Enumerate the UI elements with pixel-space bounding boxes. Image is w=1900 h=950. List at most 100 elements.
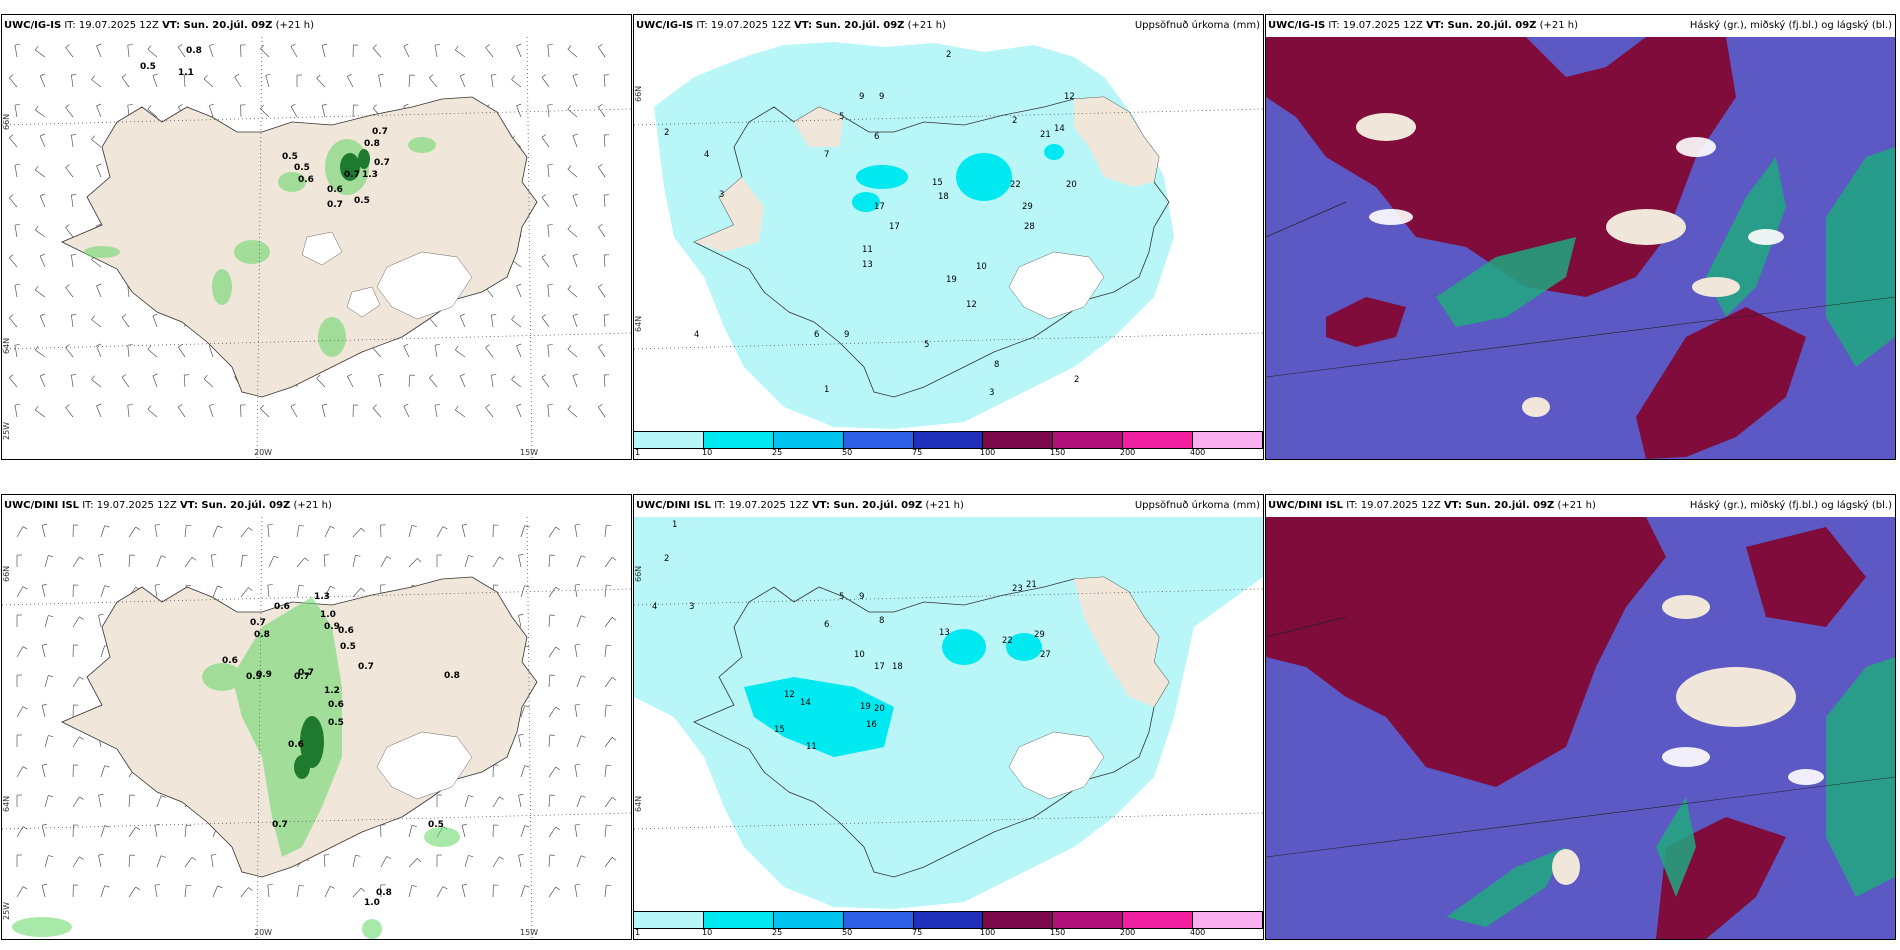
wind-barb-flag [468,555,474,558]
wind-barb [567,349,578,358]
precip-value: 4 [694,330,699,340]
precip-value: 5 [839,112,844,122]
wind-barb [96,105,102,118]
wind-barb-flag [14,403,20,406]
wind-barb [72,736,80,748]
model-name: UWC/DINI ISL [1268,500,1344,511]
legend-tick: 75 [912,448,923,457]
wind-barb [100,585,106,598]
wind-barb-flag [516,43,522,47]
legend-bar [634,431,1263,449]
precip-value: 21 [1026,580,1037,590]
wind-barb [347,376,354,388]
wind-barb [14,285,18,298]
wind-barb-flag [91,135,95,140]
wind-barb-flag [455,345,459,351]
wind-barb [39,255,46,268]
precip-value: 11 [862,245,873,255]
wind-barb-flag [574,703,580,706]
wind-barb-flag [98,793,104,796]
precip-value: 1.3 [362,170,378,180]
model-name: UWC/IG-IS [1268,20,1326,31]
cloud-map [1266,37,1895,459]
wind-barb-flag [611,737,617,741]
wind-barb [96,45,102,58]
wind-barb-flag [217,885,223,889]
wind-barb-flag [42,883,48,886]
wind-barb [91,319,102,328]
wind-barb-flag [39,133,45,137]
wind-barb-flag [65,104,70,108]
wind-barb-flag [22,646,28,650]
wind-barb [9,197,18,208]
wind-barb-flag [71,134,77,136]
clear-land [1552,595,1796,885]
wind-barb-flag [79,556,84,560]
wind-barb-flag [14,163,20,166]
wind-barb [547,165,550,178]
wind-barb-flag [121,314,127,318]
wind-barb [41,705,46,718]
wind-barb [604,557,613,568]
wind-barb [485,347,494,358]
wind-barb-flag [572,193,578,197]
wind-barb-flag [316,74,321,79]
wind-barb [100,885,106,898]
wind-barb-flag [160,795,166,798]
wind-barb-flag [211,554,217,556]
wind-barb [572,375,578,388]
wind-barb-flag [567,165,572,170]
wind-barb [44,855,49,868]
wind-barb [321,405,326,418]
wind-barb-flag [186,884,192,886]
wind-barb-flag [135,886,141,891]
wind-barb-flag [462,523,468,526]
precip-value: 1 [672,520,677,530]
wind-barb [408,558,418,568]
wind-barb [9,77,18,88]
legend-tick: 100 [980,448,996,457]
precip-value: 18 [938,192,949,202]
valid-time: VT: Sun. 20.júl. 09Z [162,20,273,31]
precip-value: 21 [1040,130,1051,140]
wind-barb-flag [135,826,141,831]
wind-barb [597,46,606,58]
wind-barb [100,525,106,538]
wind-barb-flag [516,403,522,407]
wind-barb-flag [574,643,580,646]
precip-value: 19 [860,702,871,712]
legend-swatch [634,912,704,928]
wind-barb [41,585,46,598]
wind-barb-flag [91,375,95,380]
wind-barb [16,886,24,898]
wind-barb [240,527,249,538]
wind-barb [576,735,582,748]
wind-barb-flag [459,313,465,317]
wind-barb [128,555,131,568]
wind-barb [96,405,102,418]
wind-barb [98,795,102,808]
precip-value: 9 [859,592,864,602]
wind-barb-flag [541,254,547,258]
wind-barb [548,795,551,808]
precip-value: 27 [1040,650,1051,660]
wind-barb-flag [598,403,603,408]
wind-barb [240,587,249,598]
model-name: UWC/IG-IS [636,20,694,31]
wind-barb-flag [572,253,578,257]
lat-66n-line [634,588,1263,606]
wind-barb [127,285,130,298]
wind-barb [96,345,102,358]
wind-barb-flag [127,344,133,346]
wind-barb [127,345,130,358]
precip-value: 18 [892,662,903,672]
wind-barb-flag [71,74,77,76]
wind-barb [574,585,578,598]
wind-barb [9,377,18,388]
wind-barb-flag [386,556,392,560]
wind-barb-flag [598,163,603,168]
wind-barb-flag [154,583,160,586]
wind-barb-flag [22,886,28,890]
wind-barb-flag [22,766,28,770]
wind-barb [461,885,466,898]
